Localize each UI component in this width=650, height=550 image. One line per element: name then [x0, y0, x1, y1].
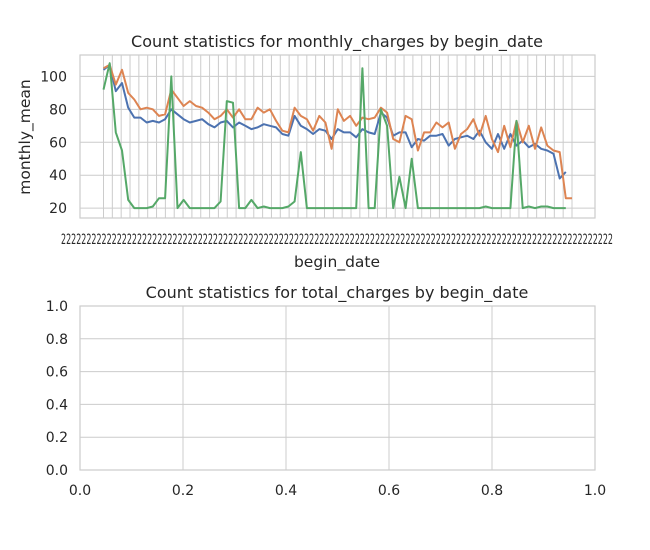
- chart1-y-tick-label: 20: [49, 201, 67, 217]
- chart2-y-tick-label: 1.0: [46, 299, 68, 315]
- chart1-y-tick-label: 60: [49, 135, 67, 151]
- chart1-y-axis-label: monthly_mean: [16, 79, 35, 195]
- chart-monthly-charges: Count statistics for monthly_charges by …: [16, 32, 613, 272]
- chart1-x-gridlines: [103, 55, 573, 218]
- chart2-x-tick-label: 0.8: [481, 483, 503, 499]
- chart1-y-tick-label: 80: [49, 102, 67, 118]
- chart1-plot-frame: [79, 54, 596, 219]
- chart2-y-tick-label: 0.8: [46, 332, 68, 348]
- chart1-y-tick-label: 40: [49, 168, 67, 184]
- chart1-y-tick-label: 100: [40, 69, 67, 85]
- chart1-y-tick-labels: 20 40 60 80 100: [40, 69, 67, 217]
- chart2-x-tick-label: 0.6: [378, 483, 400, 499]
- chart-total-charges: Count statistics for total_charges by be…: [46, 283, 606, 499]
- chart2-y-tick-label: 0.4: [46, 397, 68, 413]
- chart2-x-tick-label: 0.0: [69, 483, 91, 499]
- chart1-series-line-2: [103, 63, 572, 200]
- chart2-x-tick-label: 1.0: [584, 483, 606, 499]
- chart1-title: Count statistics for monthly_charges by …: [131, 32, 543, 52]
- chart2-x-tick-label: 0.2: [172, 483, 194, 499]
- chart2-y-tick-label: 0.6: [46, 365, 68, 381]
- chart2-tick-labels: 0.0 0.2 0.4 0.6 0.8 1.0 0.0 0.2 0.4 0.6 0.8 1.0: [46, 299, 606, 499]
- chart1-series-line-3: [102, 62, 566, 210]
- chart2-plot-frame: [79, 305, 596, 471]
- chart1-series-lines: [102, 62, 572, 210]
- chart2-x-tick-label: 0.4: [275, 483, 297, 499]
- chart1-x-tick-labels: 2222222222222222222222222222222222222222…: [61, 232, 613, 248]
- chart1-x-axis-label: begin_date: [294, 253, 380, 272]
- chart2-gridlines: [79, 305, 596, 471]
- chart2-y-tick-label: 0.2: [46, 430, 68, 446]
- chart2-title: Count statistics for total_charges by be…: [146, 283, 529, 303]
- chart2-y-tick-label: 0.0: [46, 463, 68, 479]
